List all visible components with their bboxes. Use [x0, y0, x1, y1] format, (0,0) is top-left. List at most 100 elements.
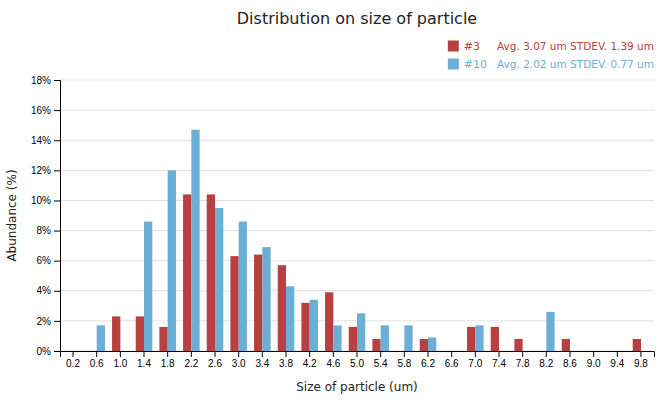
tick-mark [498, 351, 499, 357]
bar [97, 325, 105, 351]
tick-label: 3.4 [255, 358, 269, 369]
bar [183, 194, 191, 351]
bar [499, 351, 507, 352]
plot: 0%2%4%6%8%10%12%14%16%18%0.20.61.01.41.8… [31, 75, 655, 369]
tick-mark [54, 231, 60, 232]
tick: 8.2 [539, 351, 553, 369]
legend-item: #10Avg. 2.02 um STDEV. 0.77 um [448, 58, 654, 71]
tick-mark [593, 351, 594, 357]
bar [286, 286, 294, 351]
bar [65, 351, 73, 352]
tick: 8% [37, 225, 60, 236]
tick: 4% [37, 285, 60, 296]
tick-mark [73, 351, 74, 357]
bar [159, 327, 167, 351]
legend: #3Avg. 3.07 um STDEV. 1.39 um #10Avg. 2.0… [448, 40, 654, 71]
tick-mark [286, 351, 287, 357]
tick: 7.4 [492, 351, 506, 369]
tick-label: 8.2 [539, 358, 553, 369]
tick-mark [120, 351, 121, 357]
tick: 6% [37, 255, 60, 266]
grid-line [60, 110, 654, 111]
legend-annotation: Avg. 2.02 um STDEV. 0.77 um [497, 58, 654, 70]
tick-label: 6.2 [421, 358, 435, 369]
tick-mark [54, 110, 60, 111]
tick-mark [54, 291, 60, 292]
tick-mark [167, 351, 168, 357]
tick: 3.4 [255, 351, 269, 369]
bar [404, 325, 412, 351]
tick-label: 6.6 [445, 358, 459, 369]
legend-label: #3 [464, 40, 480, 53]
tick-label: 14% [31, 135, 51, 146]
tick: 9.0 [587, 351, 601, 369]
tick-mark [191, 351, 192, 357]
tick-label: 9.8 [634, 358, 648, 369]
bar [420, 339, 428, 351]
bar [641, 351, 649, 352]
bar [523, 351, 531, 352]
bar [207, 194, 215, 351]
tick-label: 7.4 [492, 358, 506, 369]
bar [333, 325, 341, 351]
tick-label: 9.0 [587, 358, 601, 369]
bar [396, 351, 404, 352]
bar [443, 351, 451, 352]
bar [594, 351, 602, 352]
tick-mark [144, 351, 145, 357]
tick-label: 5.4 [374, 358, 388, 369]
tick-mark [427, 351, 428, 357]
tick-mark [54, 140, 60, 141]
tick-mark [475, 351, 476, 357]
tick: 18% [31, 75, 60, 86]
chart: Distribution on size of particle0%2%4%6%… [0, 0, 670, 403]
axis-line [61, 352, 655, 358]
bar [325, 292, 333, 351]
bar [570, 351, 578, 352]
grid [60, 80, 654, 351]
legend-item: #3Avg. 3.07 um STDEV. 1.39 um [448, 40, 654, 53]
bar [239, 222, 247, 351]
tick-label: 4% [37, 285, 52, 296]
bar [230, 256, 238, 351]
bar [144, 222, 152, 351]
tick-label: 5.8 [397, 358, 411, 369]
tick-label: 6% [37, 255, 52, 266]
tick: 1.0 [113, 351, 127, 369]
bars [97, 130, 641, 351]
tick-label: 1.8 [161, 358, 175, 369]
tick: 0.6 [90, 351, 104, 369]
bar [372, 339, 380, 351]
tick-label: 0% [37, 346, 52, 357]
tick: 6.6 [445, 351, 459, 369]
tick: 4.2 [303, 351, 317, 369]
tick-label: 1.0 [113, 358, 127, 369]
tick-label: 4.2 [303, 358, 317, 369]
tick-mark [617, 351, 618, 357]
grid-line [60, 80, 654, 81]
tick-label: 0.2 [66, 358, 80, 369]
bar [262, 247, 270, 351]
tick-label: 3.0 [232, 358, 246, 369]
tick-mark [215, 351, 216, 357]
tick: 0.2 [66, 351, 80, 369]
tick-label: 10% [31, 195, 51, 206]
title: Distribution on size of particle [237, 9, 477, 28]
bar [617, 351, 625, 352]
tick-label: 0.6 [90, 358, 104, 369]
tick-label: 5.0 [350, 358, 364, 369]
grid-line [60, 200, 654, 201]
tick-mark [569, 351, 570, 357]
tick-mark [96, 351, 97, 357]
tick: 1.8 [161, 351, 175, 369]
tick-label: 8% [37, 225, 52, 236]
tick: 14% [31, 135, 60, 146]
grid-line [60, 140, 654, 141]
x-axis: 0.20.61.01.41.82.22.63.03.43.84.24.65.05… [61, 351, 655, 369]
tick-label: 12% [31, 165, 51, 176]
tick: 9.8 [634, 351, 648, 369]
grid-line [60, 170, 654, 171]
tick-mark [54, 80, 60, 81]
tick-label: 7.0 [468, 358, 482, 369]
tick-label: 2.2 [184, 358, 198, 369]
